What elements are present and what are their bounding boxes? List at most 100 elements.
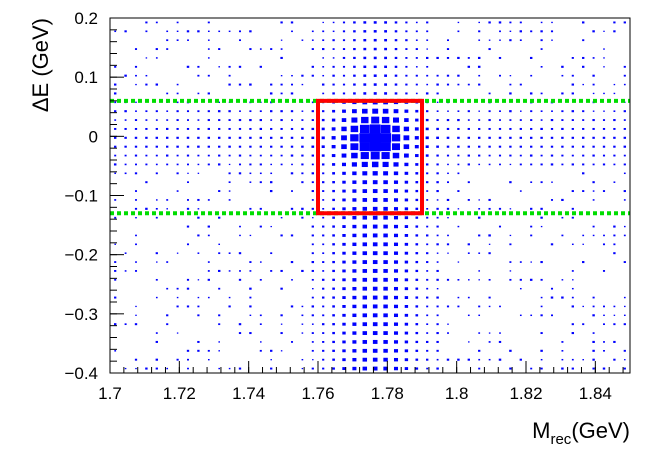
- histogram-bin: [478, 270, 481, 272]
- histogram-bin: [561, 367, 564, 370]
- histogram-bin: [519, 278, 522, 281]
- histogram-bin: [592, 30, 595, 33]
- histogram-bin: [446, 83, 450, 86]
- histogram-bin: [436, 56, 439, 59]
- histogram-bin: [353, 92, 356, 95]
- histogram-bin: [509, 145, 512, 148]
- histogram-bin: [415, 39, 418, 41]
- histogram-bin: [166, 145, 169, 148]
- histogram-bin: [592, 57, 595, 59]
- histogram-bin: [372, 295, 378, 300]
- histogram-bin: [114, 127, 117, 130]
- histogram-bin: [623, 225, 626, 228]
- histogram-bin: [311, 225, 314, 228]
- histogram-bin: [259, 181, 262, 184]
- histogram-bin: [561, 145, 564, 148]
- histogram-bin: [352, 198, 357, 202]
- histogram-bin: [415, 181, 419, 184]
- histogram-bin: [290, 92, 294, 95]
- histogram-bin: [404, 305, 409, 308]
- histogram-bin: [176, 252, 179, 254]
- histogram-bin: [362, 215, 368, 220]
- histogram-bin: [218, 190, 221, 192]
- histogram-bin: [311, 39, 314, 41]
- histogram-bin: [571, 92, 574, 95]
- histogram-bin: [602, 145, 606, 148]
- histogram-bin: [290, 261, 294, 264]
- histogram-bin: [352, 295, 357, 300]
- histogram-bin: [602, 119, 606, 121]
- histogram-bin: [404, 322, 409, 326]
- histogram-bin: [509, 163, 512, 166]
- histogram-bin: [529, 136, 533, 139]
- histogram-bin: [561, 341, 564, 343]
- histogram-bin: [187, 367, 189, 370]
- histogram-bin: [311, 190, 314, 193]
- histogram-bin: [582, 359, 584, 361]
- histogram-bin: [540, 296, 543, 299]
- histogram-bin: [249, 305, 252, 308]
- histogram-bin: [218, 145, 221, 148]
- histogram-bin: [359, 142, 370, 152]
- histogram-bin: [624, 359, 626, 361]
- histogram-bin: [322, 349, 325, 352]
- histogram-bin: [155, 119, 158, 121]
- histogram-bin: [114, 110, 117, 113]
- histogram-bin: [602, 154, 606, 157]
- histogram-bin: [372, 180, 378, 185]
- histogram-bin: [238, 252, 242, 255]
- histogram-bin: [155, 296, 158, 299]
- histogram-bin: [134, 190, 138, 192]
- histogram-bin: [259, 145, 262, 148]
- histogram-bin: [166, 261, 169, 263]
- histogram-bin: [478, 349, 481, 352]
- histogram-bin: [384, 30, 388, 33]
- histogram-bin: [259, 323, 262, 325]
- histogram-bin: [404, 189, 409, 193]
- histogram-bin: [623, 65, 626, 68]
- histogram-bin: [582, 145, 585, 148]
- histogram-bin: [322, 66, 325, 68]
- histogram-bin: [426, 21, 429, 24]
- histogram-bin: [166, 163, 169, 166]
- histogram-bin: [457, 163, 460, 166]
- histogram-bin: [155, 145, 158, 148]
- histogram-bin: [582, 127, 585, 130]
- histogram-bin: [551, 21, 553, 24]
- histogram-bin: [488, 39, 491, 41]
- histogram-bin: [145, 163, 148, 166]
- histogram-bin: [350, 134, 359, 142]
- histogram-bin: [166, 48, 169, 50]
- histogram-bin: [155, 252, 158, 255]
- histogram-bin: [207, 21, 210, 24]
- histogram-bin: [155, 154, 158, 157]
- histogram-bin: [457, 296, 460, 299]
- histogram-bin: [446, 127, 450, 130]
- histogram-bin: [384, 56, 388, 60]
- histogram-bin: [613, 314, 616, 316]
- histogram-bin: [426, 110, 429, 113]
- histogram-bin: [592, 349, 595, 352]
- histogram-bin: [362, 322, 368, 327]
- histogram-bin: [415, 30, 418, 33]
- histogram-bin: [372, 286, 378, 291]
- histogram-bin: [134, 136, 138, 139]
- histogram-bin: [488, 358, 491, 361]
- histogram-bin: [561, 216, 564, 219]
- histogram-bin: [457, 225, 460, 228]
- histogram-bin: [540, 332, 543, 335]
- histogram-bin: [530, 314, 533, 317]
- histogram-bin: [114, 30, 117, 33]
- histogram-bin: [290, 154, 294, 157]
- histogram-bin: [467, 119, 470, 121]
- histogram-bin: [403, 126, 410, 132]
- histogram-bin: [322, 234, 325, 237]
- histogram-bin: [582, 56, 585, 59]
- histogram-bin: [404, 198, 409, 202]
- histogram-bin: [426, 332, 429, 334]
- histogram-bin: [540, 21, 543, 24]
- histogram-bin: [280, 127, 283, 130]
- y-tick-label: −0.1: [64, 187, 98, 206]
- histogram-bin: [467, 127, 470, 130]
- histogram-bin: [467, 110, 470, 113]
